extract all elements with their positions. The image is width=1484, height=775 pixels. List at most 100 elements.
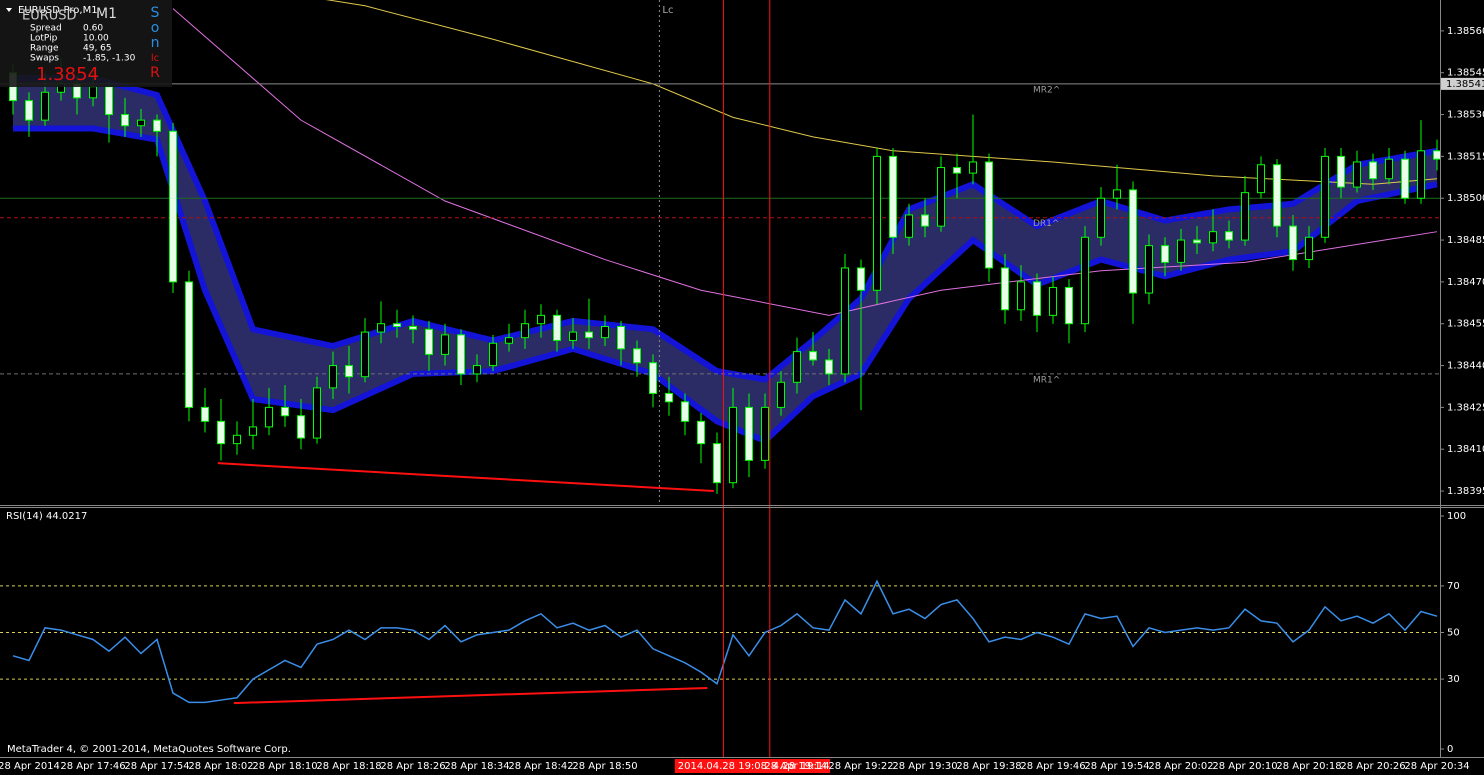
candle-body (1177, 239, 1185, 263)
candle-body (153, 119, 161, 132)
x-tick-label: 28 Apr 20:02 (1148, 761, 1213, 772)
time-label: 4.28 19:14 (773, 761, 827, 772)
band-edge (13, 75, 1438, 383)
candle-body (393, 323, 401, 328)
candle-body (1225, 231, 1233, 241)
candle-body (1033, 281, 1041, 316)
candle-body (537, 314, 545, 325)
candle-body (553, 314, 561, 341)
panel-key: Spread (30, 24, 62, 34)
candle-body (1257, 164, 1265, 194)
y-tick-label: 1.38530 (1447, 110, 1484, 121)
candle-body (665, 392, 673, 403)
menu-arrow (6, 8, 12, 12)
candle-body (169, 130, 177, 283)
x-tick-label: 28 Apr 20:18 (1276, 761, 1341, 772)
candle-body (185, 281, 193, 408)
x-tick-label: 28 Apr 18:34 (444, 761, 509, 772)
panel-price: 1.3854 (36, 64, 99, 85)
candle-body (313, 387, 321, 439)
panel-key: Range (30, 44, 59, 54)
candle-body (105, 86, 113, 116)
panel-value: 10.00 (83, 34, 109, 44)
candle-body (1273, 164, 1281, 227)
y-tick-label: 30 (1447, 674, 1460, 685)
candle-body (1193, 239, 1201, 244)
x-tick-label: 28 Apr 18:10 (252, 761, 317, 772)
candle-body (217, 420, 225, 445)
candle-body (585, 331, 593, 339)
x-tick-label: 28 Apr 18:02 (188, 761, 253, 772)
y-tick-label: 1.38470 (1447, 277, 1484, 288)
candle-body (937, 167, 945, 227)
x-tick-label: 28 Apr 18:18 (316, 761, 381, 772)
x-tick-label: 28 Apr 20:26 (1340, 761, 1405, 772)
panel-value: 0.60 (83, 24, 103, 34)
y-tick-label: 1.38410 (1447, 444, 1484, 455)
y-tick-label: 1.38425 (1447, 402, 1484, 413)
y-tick-label: 1.38560 (1447, 26, 1484, 37)
candle-body (809, 351, 817, 361)
candle-body (25, 100, 33, 121)
panel-brand-letter: o (151, 20, 160, 36)
candle-body (697, 420, 705, 445)
y-tick-label: 70 (1447, 581, 1460, 592)
candle-body (825, 359, 833, 375)
candle-body (1097, 197, 1105, 238)
y-tick-label: 1.38395 (1447, 486, 1484, 497)
rsi-trendline (233, 686, 708, 705)
candle-body (1289, 225, 1297, 261)
candle-body (1401, 158, 1409, 199)
x-tick-label: 28 Apr 19:30 (892, 761, 957, 772)
copyright-footer: MetaTrader 4, © 2001-2014, MetaQuotes So… (7, 744, 291, 755)
candle-body (473, 365, 481, 375)
candle-body (1049, 286, 1057, 316)
panel-value: 49, 65 (83, 44, 112, 54)
y-tick-label: 50 (1447, 628, 1460, 639)
candle-body (633, 348, 641, 364)
panel-timeframe: M1 (96, 6, 117, 22)
candle-body (793, 351, 801, 383)
candle-body (1353, 161, 1361, 188)
x-tick-label: 28 Apr 19:22 (828, 761, 893, 772)
candle-body (521, 323, 529, 339)
candle-body (905, 214, 913, 238)
x-tick-label: 28 Apr 17:54 (124, 761, 189, 772)
y-tick-label: 1.38455 (1447, 319, 1484, 330)
bid-tag-label: 1.38541 (1446, 79, 1484, 90)
candle-body (889, 155, 897, 238)
candle-body (489, 342, 497, 367)
candle-body (1433, 150, 1440, 160)
candle-body (969, 161, 977, 174)
candle-body (617, 326, 625, 350)
moving-average (325, 0, 1438, 185)
candle-body (1209, 231, 1217, 244)
candle-body (745, 406, 753, 461)
x-tick-label: 28 Apr 18:42 (508, 761, 573, 772)
y-tick-label: 100 (1447, 511, 1466, 522)
candle-body (1385, 158, 1393, 180)
candle-body (137, 119, 145, 127)
x-tick-label: 28 Apr 19:14 (764, 761, 829, 772)
rsi-pane: RSI(14) 44.0217 (0, 511, 1440, 705)
candle-body (345, 365, 353, 378)
time-label-box (674, 759, 771, 773)
candle-body (777, 381, 785, 408)
candle-body (265, 406, 273, 428)
panel-brand-letter: n (151, 35, 160, 51)
candle-body (409, 326, 417, 330)
candle-body (713, 443, 721, 484)
y-tick-label: 1.38440 (1447, 361, 1484, 372)
x-tick-label: 28 Apr 19:54 (1084, 761, 1149, 772)
candle-body (1321, 155, 1329, 238)
candle-body (921, 214, 929, 227)
panel-value: -1.85, -1.30 (83, 54, 136, 64)
x-tick-label: 28 Apr 18:26 (380, 761, 445, 772)
panel-brand-letter: lc (151, 53, 159, 64)
candle-body (1001, 267, 1009, 311)
candle-body (121, 114, 129, 127)
candle-body (297, 415, 305, 439)
candle-body (1081, 236, 1089, 325)
candle-body (249, 426, 257, 436)
candle-body (1161, 245, 1169, 263)
